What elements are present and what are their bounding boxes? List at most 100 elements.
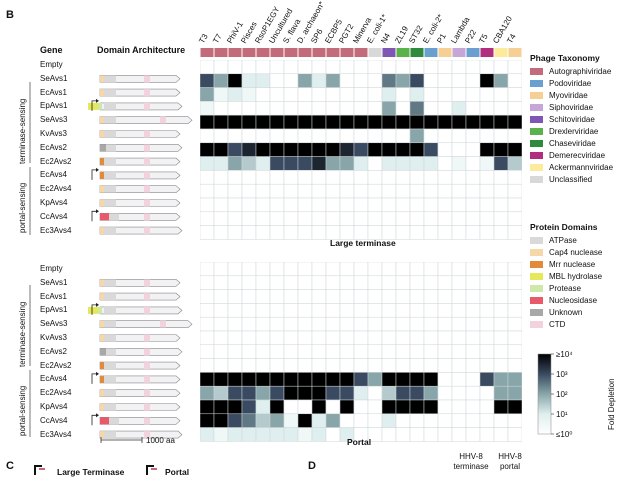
heatmap-cell [227,427,243,442]
domain-segment [144,158,150,166]
heatmap-cell [227,87,243,102]
heatmap-cell [213,399,229,415]
domain-segment [100,362,104,370]
heatmap-portal [200,262,522,442]
taxonomy-cell [368,48,382,57]
legend-item: Siphoviridae [530,101,613,113]
domain-segment [104,279,116,287]
heatmap-cell [465,303,481,318]
heatmap-cell [507,303,522,318]
gene-label: SeAvs1 [40,73,68,83]
heatmap-cell [437,211,453,226]
heatmap-cell [311,60,327,75]
heatmap-cell [283,316,299,332]
heatmap-cell [437,128,453,144]
heatmap-cell [269,399,285,415]
heatmap-cell [465,128,481,144]
d-terminase-label: HHV-8 terminase [453,452,489,471]
domain-segment [104,199,116,207]
legend-label: MBL hydrolase [549,271,603,281]
heatmap-cell [269,316,285,332]
legend-swatch [530,284,543,292]
heatmap-cell [409,101,425,116]
heatmap-cell [227,128,243,144]
heatmap-cell [409,385,425,401]
domain-architecture-row [99,348,183,356]
heatmap-cell [493,114,509,130]
heatmap-cell [507,344,522,359]
heatmap-cell [423,413,439,428]
heatmap-cell [200,303,215,318]
heatmap-cell [269,413,285,428]
domain-segment [104,334,116,342]
taxonomy-cell [326,48,340,57]
heatmap-cell [255,197,271,213]
heatmap-cell [479,170,495,185]
heatmap-cell [367,330,383,346]
heatmap-cell [283,211,299,226]
heatmap-cell [395,101,411,116]
heatmap-cell [227,330,243,346]
heatmap-cell [451,73,467,88]
heatmap-cell [241,101,257,116]
heatmap-cell [283,289,299,304]
heatmap-cell [437,170,453,185]
domain-segment [104,320,116,328]
heatmap-cell [325,330,341,346]
heatmap-cell [395,358,411,373]
domain-segment [100,417,109,425]
heatmap-cell [507,372,522,387]
heatmap-cell [213,101,229,116]
heatmap-cell [227,399,243,415]
heatmap-cell [339,372,355,387]
heatmap-cell [283,197,299,213]
heatmap-cell [437,114,453,130]
heatmap-cell [423,183,439,199]
heatmap-cell [493,344,509,359]
heatmap-cell [269,289,285,304]
heatmap-cell [479,211,495,226]
heatmap-cell [269,87,285,102]
heatmap-cell [381,330,397,346]
heatmap-cell [255,372,271,387]
heatmap-cell [465,275,481,290]
d-portal-label: HHV-8 portal [498,452,522,471]
heatmap-cell [409,87,425,102]
domain-segment [104,227,116,235]
heatmap-cell [227,156,243,171]
heatmap-cell [423,60,439,75]
domain-segment [100,375,104,383]
heatmap-cell [381,170,397,185]
heatmap-cell [255,225,271,240]
heatmap-cell [255,330,271,346]
heatmap-cell [311,142,327,157]
heatmap-cell [255,316,271,332]
heatmap-cell [409,399,425,415]
heatmap-cell [423,385,439,401]
heatmap-cell [451,183,467,199]
heatmap-cell [213,156,229,171]
heatmap-cell [241,87,257,102]
colorbar-tick-label: ≤10⁰ [556,430,573,439]
heatmap-cell [255,114,271,130]
heatmap-cell [451,358,467,373]
heatmap-cell [339,413,355,428]
legend-label: Drexlerviridae [549,126,599,136]
heatmap-cell [493,372,509,387]
domain-segment [100,293,104,301]
heatmap-cell [381,114,397,130]
colorbar-gradient [537,353,552,435]
heatmap-cell [451,87,467,102]
heatmap-cell [437,101,453,116]
heatmap-cell [200,427,215,442]
domain-architecture-row [88,302,183,315]
legend-swatch [530,308,543,316]
heatmap-cell [255,289,271,304]
heatmap-cell [213,183,229,199]
heatmap-cell [200,289,215,304]
heatmap-cell [241,225,257,240]
domain-architecture-row [99,199,181,207]
heatmap-cell [493,183,509,199]
legend-item: Drexlerviridae [530,125,613,137]
heatmap-cell [255,275,271,290]
